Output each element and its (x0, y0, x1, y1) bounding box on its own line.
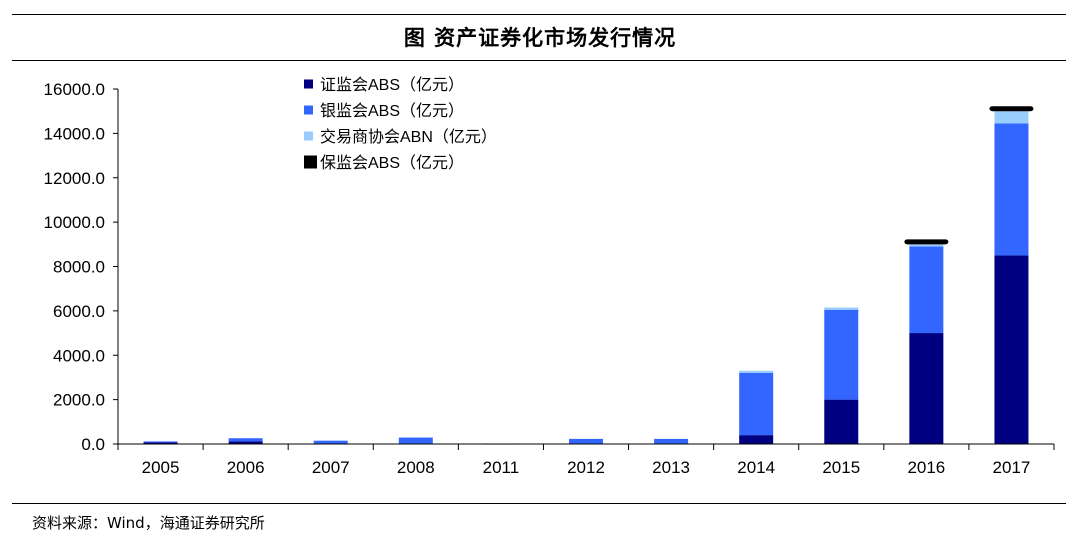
bar-segment-1-2008 (398, 437, 433, 444)
legend-swatch (304, 155, 317, 169)
bar-segment-0-2006 (228, 441, 263, 444)
x-tick-label: 2006 (227, 458, 265, 477)
x-tick-label: 2007 (312, 458, 350, 477)
bar-segment-1-2005 (143, 441, 178, 443)
x-tick-label: 2011 (483, 458, 520, 477)
legend: 证监会ABS（亿元） 银监会ABS（亿元） 交易商协会ABN（亿元） 保监会ABS（亿… (304, 76, 497, 172)
y-tick-label: 8000.0 (53, 258, 105, 277)
stacked-bar-chart: 0.0 2000.0 4000.0 6000.0 8000.0 10000.0 12000.… (44, 76, 1055, 477)
x-tick-label: 2005 (142, 458, 180, 477)
x-tick-label: 2013 (652, 458, 690, 477)
top-rule (12, 14, 1066, 15)
bar-segment-1-2006 (228, 438, 263, 442)
bar-segment-0-2005 (143, 442, 178, 444)
marker-3-2016 (904, 239, 949, 245)
bar-segment-2-2016 (909, 244, 944, 247)
x-tick-label: 2014 (737, 458, 775, 477)
x-tick-label: 2015 (822, 458, 860, 477)
bar-segment-1-2015 (824, 309, 859, 400)
bar-segment-2-2017 (994, 111, 1029, 124)
y-tick-label: 4000.0 (53, 346, 105, 365)
marker-3-2017 (989, 106, 1034, 112)
bar-series-group (143, 106, 1034, 445)
y-tick-label: 6000.0 (53, 302, 105, 321)
legend-label: 银监会ABS（亿元） (320, 102, 464, 120)
bar-segment-0-2015 (824, 399, 859, 444)
chart-title: 图 资产证券化市场发行情况 (403, 26, 677, 50)
bar-segment-1-2012 (569, 438, 603, 444)
title-rule (12, 60, 1066, 61)
bar-segment-1-2017 (994, 123, 1029, 256)
legend-label: 证监会ABS（亿元） (320, 76, 464, 94)
bar-segment-0-2014 (739, 435, 774, 444)
bar-segment-0-2017 (994, 255, 1029, 444)
bottom-rule (12, 503, 1066, 504)
y-tick-label: 16000.0 (44, 80, 105, 99)
bar-segment-1-2007 (313, 440, 348, 444)
y-tick-label: 10000.0 (44, 213, 105, 232)
bar-segment-2-2014 (739, 370, 774, 373)
bar-segment-1-2013 (654, 438, 689, 444)
bar-segment-1-2014 (739, 373, 774, 436)
legend-swatch (304, 79, 313, 89)
y-tick-label: 0.0 (81, 435, 105, 454)
source-note: 资料来源：Wind，海通证券研究所 (32, 514, 265, 532)
legend-label: 保监会ABS（亿元） (320, 154, 464, 172)
x-tick-label: 2016 (907, 458, 945, 477)
bar-segment-0-2016 (909, 333, 944, 444)
y-tick-label: 12000.0 (44, 169, 105, 188)
bar-segment-1-2016 (909, 246, 944, 334)
y-tick-label: 14000.0 (44, 124, 105, 143)
bar-segment-2-2015 (824, 307, 859, 310)
x-tick-label: 2008 (397, 458, 435, 477)
x-tick-label: 2017 (993, 458, 1031, 477)
y-tick-label: 2000.0 (53, 391, 105, 410)
legend-swatch (304, 131, 313, 141)
legend-swatch (304, 105, 313, 115)
legend-label: 交易商协会ABN（亿元） (320, 128, 497, 146)
x-tick-label: 2012 (567, 458, 605, 477)
axes-group: 0.0 2000.0 4000.0 6000.0 8000.0 10000.0 12000.… (44, 80, 1055, 477)
